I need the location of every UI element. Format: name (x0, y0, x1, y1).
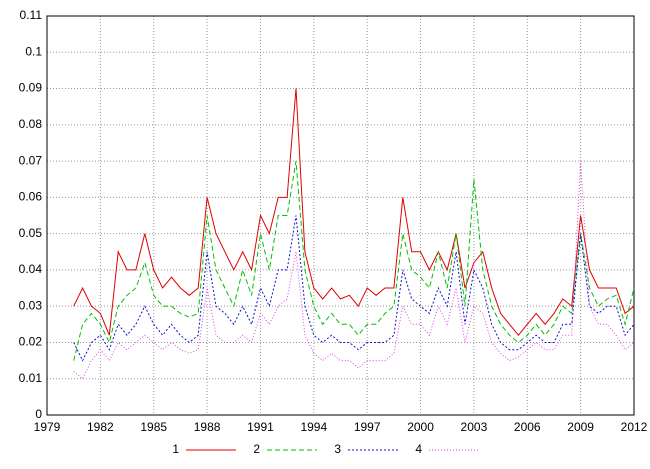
y-tick-label: 0.01 (19, 371, 43, 385)
y-tick-label: 0.06 (19, 190, 43, 204)
y-tick-label: 0.08 (19, 117, 43, 131)
series-line (73, 215, 635, 362)
x-tick-label: 2012 (621, 420, 648, 434)
series-line (73, 88, 635, 336)
x-tick-label: 2009 (567, 420, 594, 434)
x-tick-label: 2003 (461, 420, 488, 434)
x-tick-label: 1994 (300, 420, 327, 434)
x-tick-label: 1985 (140, 420, 167, 434)
x-tick-label: 1988 (194, 420, 221, 434)
legend-label: 1 (172, 442, 179, 456)
y-tick-label: 0.05 (19, 226, 43, 240)
x-tick-label: 2000 (407, 420, 434, 434)
y-tick-label: 0.1 (25, 44, 42, 58)
legend-label: 4 (415, 442, 422, 456)
x-tick-label: 1991 (247, 420, 274, 434)
x-tick-label: 1982 (87, 420, 114, 434)
series-line (73, 161, 635, 361)
legend-label: 2 (253, 442, 260, 456)
y-tick-label: 0.07 (19, 153, 43, 167)
y-tick-label: 0.02 (19, 335, 43, 349)
legend-label: 3 (334, 442, 341, 456)
y-tick-label: 0 (35, 407, 42, 421)
y-tick-label: 0.03 (19, 298, 43, 312)
x-tick-label: 1979 (34, 420, 61, 434)
y-tick-label: 0.09 (19, 81, 43, 95)
y-tick-label: 0.04 (19, 262, 43, 276)
x-tick-label: 1997 (354, 420, 381, 434)
x-tick-label: 2006 (514, 420, 541, 434)
plot-frame (46, 15, 635, 416)
y-tick-label: 0.11 (20, 8, 43, 22)
